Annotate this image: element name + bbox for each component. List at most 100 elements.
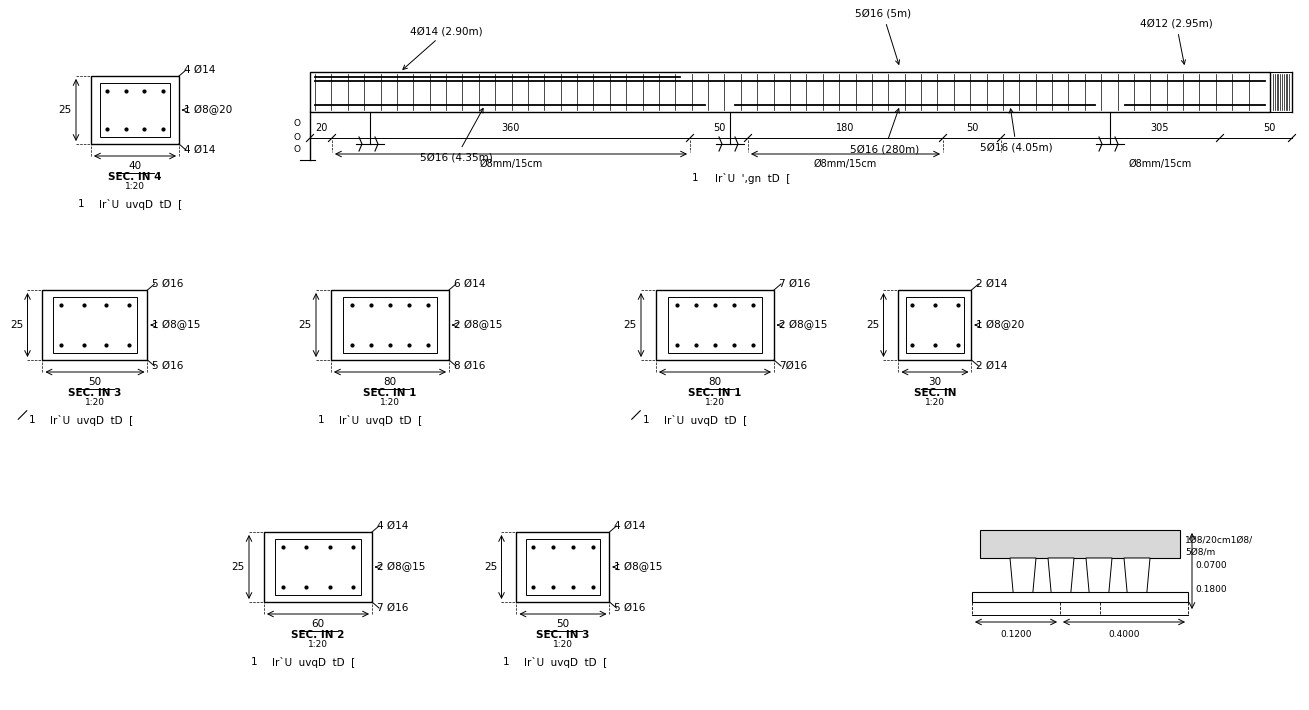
Bar — [310, 72, 1270, 112]
Bar — [92, 76, 179, 144]
Text: 5Ø16 (4.05m): 5Ø16 (4.05m) — [980, 109, 1052, 152]
Text: SEC. IN 3: SEC. IN 3 — [537, 630, 589, 640]
Text: O: O — [293, 133, 301, 141]
Text: 25: 25 — [59, 105, 72, 115]
Text: 4Ø14 (2.90m): 4Ø14 (2.90m) — [403, 26, 483, 70]
Text: 20: 20 — [314, 123, 327, 133]
Text: 25: 25 — [484, 562, 497, 572]
Text: 1: 1 — [251, 657, 258, 667]
Text: 50: 50 — [713, 123, 725, 133]
Text: 80: 80 — [384, 377, 397, 387]
Text: 4Ø12 (2.95m): 4Ø12 (2.95m) — [1140, 19, 1212, 64]
Text: 1: 1 — [77, 199, 84, 209]
Text: 7 Ø16: 7 Ø16 — [779, 279, 810, 289]
Text: 1:20: 1:20 — [925, 398, 945, 407]
Bar — [517, 532, 610, 602]
Text: Ø8mm/15cm: Ø8mm/15cm — [814, 159, 877, 169]
Text: 4 Ø14: 4 Ø14 — [185, 145, 216, 155]
Text: 0.1200: 0.1200 — [1000, 630, 1031, 639]
Bar — [99, 83, 170, 137]
Text: Ir`U  uvqD  tD  [: Ir`U uvqD tD [ — [272, 657, 355, 667]
Text: SEC. IN 1: SEC. IN 1 — [364, 388, 416, 398]
Text: 2 Ø8@15: 2 Ø8@15 — [454, 320, 503, 330]
Text: 1:20: 1:20 — [706, 398, 725, 407]
Bar — [42, 290, 148, 360]
Text: 8 Ø16: 8 Ø16 — [454, 361, 486, 371]
Text: 1:20: 1:20 — [380, 398, 401, 407]
Text: Ir`U  uvqD  tD  [: Ir`U uvqD tD [ — [51, 415, 134, 425]
Bar — [526, 539, 601, 595]
Text: 25: 25 — [10, 320, 24, 330]
Text: 50: 50 — [1263, 123, 1276, 133]
Text: 2 Ø14: 2 Ø14 — [977, 361, 1008, 371]
Text: Ir`U  uvqD  tD  [: Ir`U uvqD tD [ — [99, 199, 182, 209]
Text: Ir`U  uvqD  tD  [: Ir`U uvqD tD [ — [664, 415, 747, 425]
Text: 1: 1 — [29, 415, 35, 425]
Text: 6 Ø14: 6 Ø14 — [454, 279, 486, 289]
Text: 0.4000: 0.4000 — [1109, 630, 1140, 639]
Text: 5 Ø16: 5 Ø16 — [614, 603, 645, 613]
Text: 305: 305 — [1151, 123, 1169, 133]
Text: 60: 60 — [312, 619, 325, 629]
Text: SEC. IN 3: SEC. IN 3 — [68, 388, 122, 398]
Text: 25: 25 — [624, 320, 637, 330]
Text: 5 Ø16: 5 Ø16 — [153, 361, 183, 371]
Bar — [331, 290, 449, 360]
Text: 1 Ø8@15: 1 Ø8@15 — [153, 320, 200, 330]
Text: 1: 1 — [503, 657, 509, 667]
Text: 7 Ø16: 7 Ø16 — [377, 603, 408, 613]
Text: 5Ø16 (4.35m): 5Ø16 (4.35m) — [420, 109, 492, 162]
Bar — [906, 297, 965, 353]
Text: O: O — [293, 146, 301, 155]
Text: 5Ø16 (280m): 5Ø16 (280m) — [850, 109, 919, 154]
Text: 1:20: 1:20 — [308, 640, 329, 649]
Text: Ir`U  uvqD  tD  [: Ir`U uvqD tD [ — [525, 657, 607, 667]
Text: 25: 25 — [298, 320, 312, 330]
Bar — [898, 290, 971, 360]
Text: 5Ø8/m: 5Ø8/m — [1185, 547, 1215, 557]
Bar — [264, 532, 372, 602]
Text: 4 Ø14: 4 Ø14 — [377, 521, 408, 531]
Text: Ir`U  uvqD  tD  [: Ir`U uvqD tD [ — [339, 415, 423, 425]
Text: 1 Ø8@20: 1 Ø8@20 — [977, 320, 1025, 330]
Text: 1 Ø8@20: 1 Ø8@20 — [185, 105, 232, 115]
Text: 40: 40 — [128, 161, 141, 171]
Text: 1:20: 1:20 — [85, 398, 105, 407]
Text: Ø8mm/15cm: Ø8mm/15cm — [479, 159, 543, 169]
Text: 5Ø16 (5m): 5Ø16 (5m) — [855, 9, 911, 65]
Bar — [668, 297, 762, 353]
Text: SEC. IN: SEC. IN — [914, 388, 957, 398]
Text: O: O — [293, 119, 301, 129]
Text: SEC. IN 2: SEC. IN 2 — [292, 630, 344, 640]
Bar — [656, 290, 774, 360]
Text: 7Ø16: 7Ø16 — [779, 361, 808, 371]
Text: 360: 360 — [501, 123, 520, 133]
Text: Ir`U  ',gn  tD  [: Ir`U ',gn tD [ — [715, 173, 791, 183]
Bar — [343, 297, 437, 353]
Polygon shape — [1049, 558, 1073, 602]
Text: 30: 30 — [928, 377, 941, 387]
Text: 50: 50 — [966, 123, 978, 133]
Text: 1:20: 1:20 — [124, 182, 145, 191]
Text: 1: 1 — [643, 415, 649, 425]
Text: 0.0700: 0.0700 — [1195, 560, 1227, 569]
Bar — [52, 297, 137, 353]
Text: 4 Ø14: 4 Ø14 — [614, 521, 645, 531]
Text: 1:20: 1:20 — [552, 640, 573, 649]
Bar — [275, 539, 361, 595]
Text: 80: 80 — [708, 377, 721, 387]
Text: SEC. IN 4: SEC. IN 4 — [109, 172, 162, 182]
Text: 5 Ø16: 5 Ø16 — [153, 279, 183, 289]
Text: Ø8mm/15cm: Ø8mm/15cm — [1128, 159, 1191, 169]
Text: 2 Ø8@15: 2 Ø8@15 — [377, 562, 425, 572]
Text: SEC. IN 1: SEC. IN 1 — [689, 388, 742, 398]
Polygon shape — [1086, 558, 1113, 602]
Text: 1: 1 — [318, 415, 325, 425]
Text: 0.1800: 0.1800 — [1195, 586, 1227, 594]
Text: 25: 25 — [232, 562, 245, 572]
Text: 50: 50 — [556, 619, 569, 629]
Text: 4 Ø14: 4 Ø14 — [185, 65, 216, 75]
Text: 25: 25 — [867, 320, 880, 330]
Text: 50: 50 — [89, 377, 102, 387]
Polygon shape — [1011, 558, 1035, 602]
